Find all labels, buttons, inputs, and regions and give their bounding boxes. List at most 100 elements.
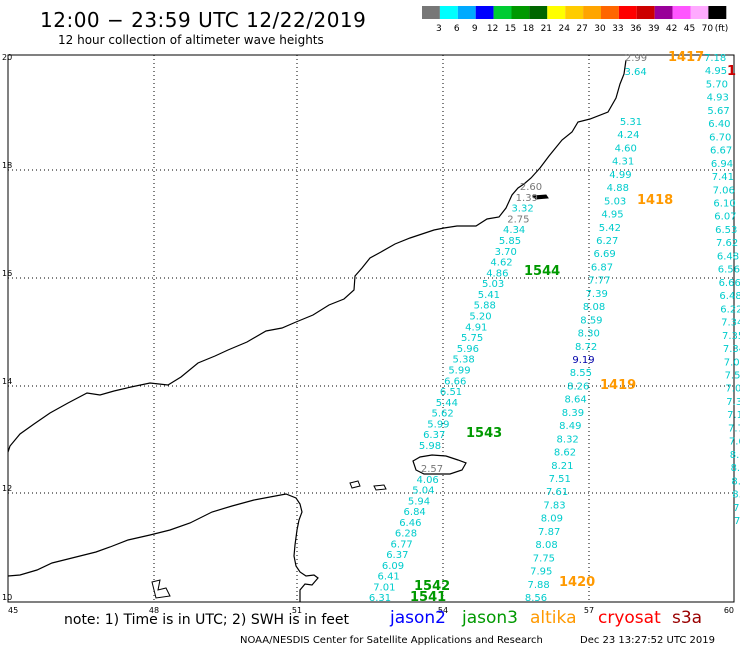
swh-value: 8.08 (535, 540, 557, 551)
swh-value: 6.77 (391, 539, 413, 550)
swh-value: 3.70 (495, 247, 517, 258)
swh-value: 8.09 (541, 514, 563, 525)
legend-label: 24 (558, 24, 570, 34)
swh-value: 7. (734, 516, 740, 527)
swh-value: 5.85 (499, 236, 521, 247)
satellite-altika: altika (530, 608, 577, 628)
map-title: 12:00 − 23:59 UTC 12/22/2019 (40, 8, 367, 32)
swh-value: 6.28 (395, 529, 417, 540)
swh-value: 5.44 (436, 398, 458, 409)
swh-value: 8.64 (564, 395, 586, 406)
swh-value: 6.37 (423, 430, 445, 441)
pass-label: 1542 (414, 579, 450, 594)
swh-value: 5.70 (706, 79, 728, 90)
swh-value: 6.56 (718, 265, 740, 276)
satellite-jason2: jason2 (390, 608, 446, 628)
track-jason3-1543: 2.601.393.322.754.345.853.704.624.865.03… (419, 182, 542, 452)
legend-label: 36 (630, 24, 642, 34)
swh-value: 8.59 (580, 315, 602, 326)
pass-label: 1543 (466, 426, 502, 441)
swh-value: 5.04 (412, 486, 434, 497)
swh-value: 4.60 (615, 143, 637, 154)
swh-value: 6.69 (593, 249, 615, 260)
legend-swatch (601, 6, 619, 19)
swh-value: 5.31 (620, 117, 642, 128)
swh-value: 6.53 (715, 225, 737, 236)
swh-value: 8.21 (551, 461, 573, 472)
lon-tick-label: 45 (8, 606, 18, 615)
swh-value: 7. (733, 503, 740, 514)
swh-value: 5.41 (478, 290, 500, 301)
swh-value: 4.62 (490, 258, 512, 269)
swh-value: 6.37 (386, 550, 408, 561)
legend-label: 18 (523, 24, 535, 34)
generation-timestamp: Dec 23 13:27:52 UTC 2019 (580, 635, 715, 646)
swh-value: 7.87 (538, 527, 560, 538)
legend-swatch (475, 6, 494, 19)
lon-tick-label: 54 (438, 606, 448, 615)
swh-value: 7.07 (724, 357, 740, 368)
lat-tick-label: 12 (2, 484, 12, 493)
track-jason3-1544: 2.99 3.64 5.31 4.24 4.60 4.31 4.99 4.88 5.03 4.95… (525, 53, 647, 604)
legend-swatch (618, 6, 637, 19)
pass-label: 1417 (668, 50, 704, 65)
legend-swatch (583, 6, 601, 19)
legend-swatch (565, 6, 584, 19)
island-small-3 (531, 194, 549, 200)
swh-value: 6.67 (710, 146, 732, 157)
legend-label: 21 (541, 24, 552, 34)
pass-label: 1420 (559, 575, 595, 590)
pass-label: 1419 (600, 378, 636, 393)
color-legend: 3 6 9 12 15 18 21 24 27 30 33 36 39 42 45 70 (ft) (422, 6, 728, 34)
lat-tick-label: 14 (2, 377, 12, 386)
swh-value: 7.58 (725, 370, 740, 381)
swh-value: 6.40 (708, 119, 730, 130)
swh-value: 6.51 (440, 387, 462, 398)
legend-label: 9 (472, 24, 478, 34)
swh-value: 8.72 (575, 342, 597, 353)
swh-value: 1.39 (516, 193, 538, 204)
swh-value: 6.09 (382, 561, 404, 572)
island-socotra (412, 454, 467, 475)
altimeter-tracks: 2.99 3.64 5.31 4.24 4.60 4.31 4.99 4.88 5.03 4.95… (369, 50, 740, 605)
axis-tick-labels: 45 48 51 54 57 60 10 12 14 16 18 20 (2, 53, 734, 615)
island-small-4 (151, 579, 171, 599)
legend-swatch (636, 6, 655, 19)
swh-value: 5.98 (419, 441, 441, 452)
swh-value: 8.56 (525, 593, 547, 604)
swh-value: 7.0 (725, 384, 740, 395)
swh-value: 7.77 (588, 276, 610, 287)
track-east-track: 7.18 4.95 5.70 4.93 5.67 6.40 6.70 6.67 6.94 7.41… (704, 53, 740, 527)
swh-value: 6.46 (399, 518, 421, 529)
swh-value: 5.38 (453, 355, 475, 366)
swh-value: 7.75 (533, 553, 555, 564)
legend-label: 70 (702, 24, 714, 34)
swh-value: 6.10 (713, 199, 735, 210)
legend-swatch (672, 6, 691, 19)
swh-value: 7.51 (549, 474, 571, 485)
swh-value: 7.3 (726, 397, 740, 408)
swh-value: 7.88 (528, 580, 550, 591)
swh-value: 4.91 (465, 322, 487, 333)
swh-value: 9.19 (572, 355, 594, 366)
swh-value: 7.61 (546, 487, 568, 498)
legend-swatch (654, 6, 673, 19)
swh-value: 5.03 (604, 196, 626, 207)
swh-value: 5.03 (482, 279, 504, 290)
swh-value: 8.30 (578, 329, 600, 340)
coastline-somalia (7, 493, 319, 602)
swh-value: 6.48 (717, 251, 739, 262)
swh-value: 7.7 (728, 423, 740, 434)
swh-value: 5.20 (469, 312, 491, 323)
footer-note: note: 1) Time is in UTC; 2) SWH is in fe… (64, 612, 350, 628)
swh-value: 6.70 (709, 132, 731, 143)
swh-value: 8.49 (559, 421, 581, 432)
swh-value: 7.6 (729, 437, 740, 448)
swh-value: 8.32 (557, 434, 579, 445)
swh-value: 2.57 (421, 464, 443, 475)
swh-value: 6.66 (719, 278, 740, 289)
swh-value: 2.75 (507, 214, 529, 225)
swh-value: 8.0 (731, 463, 740, 474)
swh-value: 7.95 (530, 567, 552, 578)
